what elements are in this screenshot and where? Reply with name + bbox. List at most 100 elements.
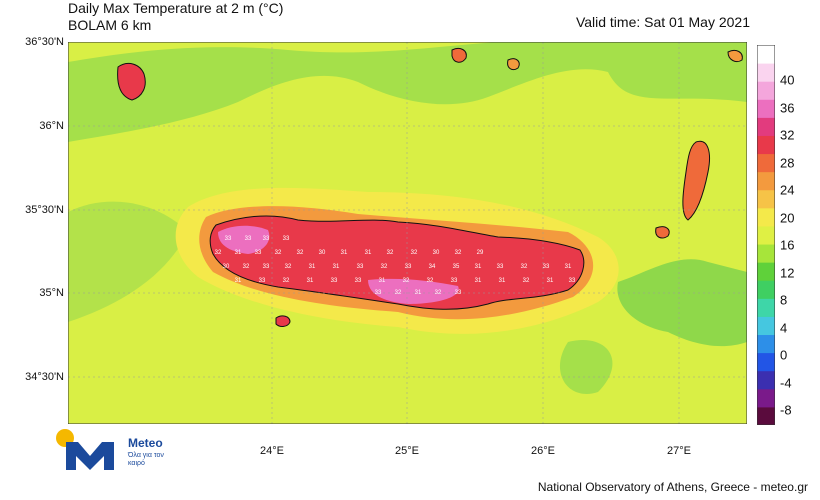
- colorbar-swatch: [757, 280, 775, 299]
- colorbar: [757, 45, 775, 425]
- temperature-value: 31: [235, 250, 242, 256]
- temperature-value: 32: [283, 278, 290, 284]
- island-milos: [451, 47, 467, 63]
- colorbar-label: 0: [780, 347, 788, 363]
- colorbar-swatch: [757, 153, 775, 173]
- temperature-value: 31: [307, 278, 314, 284]
- temperature-value: 31: [475, 278, 482, 284]
- colorbar-label: 24: [780, 182, 795, 198]
- temperature-value: 31: [475, 264, 482, 270]
- temperature-value: 31: [415, 290, 422, 296]
- temperature-value: 29: [477, 250, 484, 256]
- temperature-value: 33: [569, 278, 576, 284]
- temperature-value: 33: [451, 278, 458, 284]
- temperature-value: 31: [365, 250, 372, 256]
- temperature-value: 32: [215, 250, 222, 256]
- colorbar-swatch: [757, 316, 775, 336]
- temperature-value: 31: [341, 250, 348, 256]
- footer-credit: National Observatory of Athens, Greece -…: [537, 480, 808, 494]
- island-santorini: [507, 58, 520, 71]
- colorbar-label: 32: [780, 127, 795, 143]
- hot-core-south: [368, 278, 459, 304]
- temperature-value: 32: [395, 290, 402, 296]
- temperature-value: 33: [497, 264, 504, 270]
- cool-zone-east: [617, 259, 747, 347]
- valid-time: Valid time: Sat 01 May 2021: [575, 14, 750, 30]
- crete-island: [209, 215, 585, 310]
- model-name: BOLAM 6 km: [68, 17, 152, 33]
- cool-zone-north: [68, 42, 747, 142]
- colorbar-label: 12: [780, 265, 795, 280]
- colorbar-swatch: [757, 225, 775, 245]
- colorbar-label: 16: [780, 237, 795, 253]
- temperature-value: 33: [263, 264, 270, 270]
- temperature-value: 32: [275, 250, 282, 256]
- temperature-value: 35: [453, 264, 460, 270]
- temperature-value: 32: [297, 250, 304, 256]
- temperature-value: 31: [235, 278, 242, 284]
- colorbar-label: 40: [780, 72, 795, 88]
- colorbar-swatch: [757, 334, 775, 354]
- temperature-value: 33: [543, 264, 550, 270]
- colorbar-swatch: [757, 406, 775, 425]
- temperature-value: 30: [319, 250, 326, 256]
- temperature-value: 33: [245, 236, 252, 242]
- colorbar-label: 4: [780, 320, 788, 335]
- temperature-value: 32: [285, 264, 292, 270]
- lon-label: 24°E: [260, 445, 284, 457]
- meteo-logo: Meteo Όλα για τον καιρό: [52, 428, 182, 476]
- temperature-value: 32: [523, 278, 530, 284]
- colorbar-label: 8: [780, 292, 788, 308]
- temperature-value: 32: [455, 250, 462, 256]
- temperature-value: 33: [357, 264, 364, 270]
- karpathos-island: [682, 140, 710, 221]
- temperature-value: 33: [375, 290, 382, 296]
- temperature-value: 30: [223, 264, 230, 270]
- colorbar-swatch: [757, 135, 775, 155]
- lon-label: 27°E: [667, 445, 691, 457]
- colorbar-swatch: [757, 352, 775, 372]
- colorbar-swatch: [757, 117, 775, 136]
- temperature-value: 32: [381, 264, 388, 270]
- colorbar-swatch: [757, 171, 775, 191]
- lat-label: 36°N: [39, 120, 64, 132]
- meteo-logo-icon: [56, 429, 114, 470]
- map-title: Daily Max Temperature at 2 m (°C): [68, 0, 284, 16]
- temperature-value: 31: [565, 264, 572, 270]
- lat-label: 35°N: [39, 287, 64, 299]
- temperature-value: 33: [259, 278, 266, 284]
- colorbar-swatch: [757, 207, 775, 227]
- colorbar-swatch: [757, 63, 775, 82]
- temperature-value: 33: [225, 236, 232, 242]
- temperature-value: 32: [411, 250, 418, 256]
- colorbar-swatch: [757, 99, 775, 118]
- temperature-value: 32: [427, 278, 434, 284]
- colorbar-label: 20: [780, 210, 795, 225]
- kythira-island: [117, 63, 146, 101]
- temperature-value: 31: [499, 278, 506, 284]
- lon-label: 25°E: [395, 445, 419, 457]
- colorbar-label: 36: [780, 100, 795, 115]
- colorbar-swatch: [757, 370, 775, 390]
- logo-brand: Meteo: [128, 436, 163, 450]
- temperature-value: 32: [403, 278, 410, 284]
- temperature-value: 31: [379, 278, 386, 284]
- island-anafi: [727, 49, 743, 63]
- colorbar-swatch: [757, 388, 775, 408]
- temperature-value: 32: [387, 250, 394, 256]
- temperature-value: 31: [333, 264, 340, 270]
- cool-zone-southeast: [559, 340, 613, 394]
- colorbar-swatch: [757, 244, 775, 263]
- colorbar-swatch: [757, 189, 775, 209]
- temperature-value: 33: [255, 250, 262, 256]
- lat-label: 34°30'N: [25, 371, 64, 383]
- logo-tagline: Όλα για τον καιρό: [128, 452, 164, 467]
- temperature-value: 34: [429, 264, 436, 270]
- colorbar-label: -4: [780, 375, 792, 390]
- temperature-value: 33: [455, 290, 462, 296]
- colorbar-swatch: [757, 45, 775, 64]
- temperature-value: 32: [243, 264, 250, 270]
- temperature-value: 30: [433, 250, 440, 256]
- lat-label: 35°30'N: [25, 204, 64, 216]
